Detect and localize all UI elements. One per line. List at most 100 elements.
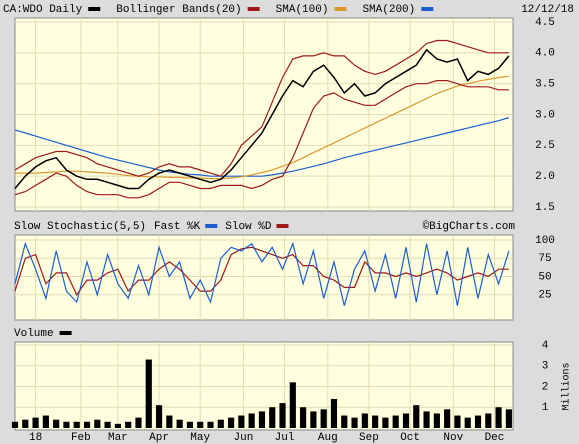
y-tick-label: 1.5 (535, 202, 555, 214)
panel-title: Volume (14, 328, 54, 340)
y-tick-label: 50 (538, 271, 551, 283)
legend-swatch (59, 331, 72, 335)
x-tick-label: Mar (108, 432, 128, 444)
volume-bar (269, 407, 276, 428)
volume-bar (73, 421, 80, 428)
x-tick-label: 18 (29, 432, 42, 444)
volume-bar (104, 421, 111, 428)
series-line (14, 48, 510, 190)
volume-bar (22, 419, 29, 428)
plot-area (14, 234, 514, 321)
y-tick-label: 75 (538, 253, 551, 265)
volume-bar (361, 413, 368, 428)
series-line (14, 246, 509, 296)
volume-bar (413, 405, 420, 428)
legend-label: SMA(100) (276, 4, 329, 16)
y-axis-label: Millions (561, 362, 573, 410)
y-tick-label: 2.0 (535, 171, 555, 183)
y-tick-label: 3.5 (535, 79, 555, 91)
volume-bar (63, 421, 70, 428)
volume-bar (42, 415, 49, 428)
volume-bar (464, 417, 471, 428)
legend-swatch (276, 224, 289, 228)
legend-swatch (334, 7, 347, 11)
volume-bar (382, 417, 389, 428)
x-tick-label: Oct (400, 432, 420, 444)
legend-swatch (247, 7, 260, 11)
credit: ©BigCharts.com (423, 221, 516, 233)
volume-bar (300, 407, 307, 428)
legend-swatch (88, 7, 101, 11)
volume-bar (53, 419, 60, 428)
y-tick-label: 4.5 (535, 17, 555, 29)
volume-bar (341, 415, 348, 428)
legend-label: SMA(200) (362, 4, 415, 16)
legend-label: Bollinger Bands(20) (116, 4, 241, 16)
volume-bar (248, 413, 255, 428)
legend-label: Fast %K (154, 221, 201, 233)
y-tick-label: 25 (538, 290, 551, 302)
volume-bar (505, 409, 512, 428)
volume-bar (289, 382, 296, 428)
y-tick-label: 2 (542, 381, 549, 393)
volume-bar (372, 415, 379, 428)
y-tick-label: 3.0 (535, 109, 555, 121)
volume-bar (32, 417, 39, 428)
volume-bar (423, 411, 430, 428)
volume-bar (83, 421, 91, 428)
panel-title: Slow Stochastic(5,5) (14, 221, 146, 233)
x-tick-label: Nov (443, 432, 463, 444)
volume-bar (11, 421, 19, 428)
legend-swatch (205, 224, 218, 228)
legend-swatch (421, 7, 434, 11)
volume-bar (176, 419, 183, 428)
legend-label: CA:WDO Daily (3, 4, 83, 16)
volume-bar (320, 409, 327, 428)
series-line (14, 39, 509, 177)
series-line (14, 80, 509, 199)
x-tick-label: Feb (71, 432, 91, 444)
series-line (14, 241, 510, 306)
volume-bar (474, 415, 482, 428)
y-tick-label: 1 (542, 402, 549, 414)
legend-label: Slow %D (225, 221, 272, 233)
volume-bar (145, 359, 152, 428)
volume-bar (155, 405, 163, 428)
volume-bar (217, 419, 224, 428)
x-tick-label: Apr (149, 432, 169, 444)
volume-bar (166, 415, 173, 428)
x-tick-label: Jul (275, 432, 295, 444)
volume-bar (454, 415, 461, 428)
volume-bar (444, 409, 451, 428)
y-tick-label: 2.5 (535, 140, 555, 152)
x-tick-label: Jun (234, 432, 254, 444)
x-tick-label: Sep (359, 432, 379, 444)
y-tick-label: 4 (542, 340, 549, 352)
volume-bar (402, 413, 410, 428)
volume-bar (351, 417, 358, 428)
volume-bar (125, 421, 132, 428)
y-tick-label: 3 (542, 361, 549, 373)
volume-bar (392, 415, 399, 428)
volume-bar (495, 407, 502, 428)
volume-bar (207, 421, 214, 428)
volume-bar (197, 421, 204, 428)
volume-bar (279, 403, 286, 428)
x-tick-label: Dec (485, 432, 505, 444)
volume-bar (433, 413, 440, 428)
volume-bar (310, 411, 317, 428)
x-tick-label: May (190, 432, 210, 444)
series-line (15, 75, 509, 180)
x-tick-label: Aug (318, 432, 338, 444)
volume-bar (485, 413, 492, 428)
volume-bar (258, 411, 266, 428)
volume-bar (186, 421, 194, 428)
volume-bar (330, 398, 338, 428)
volume-bar (227, 417, 235, 428)
y-tick-label: 100 (535, 235, 555, 247)
date: 12/12/18 (521, 4, 574, 16)
volume-bar (238, 415, 245, 428)
volume-bar (114, 423, 121, 428)
volume-bar (94, 419, 101, 428)
